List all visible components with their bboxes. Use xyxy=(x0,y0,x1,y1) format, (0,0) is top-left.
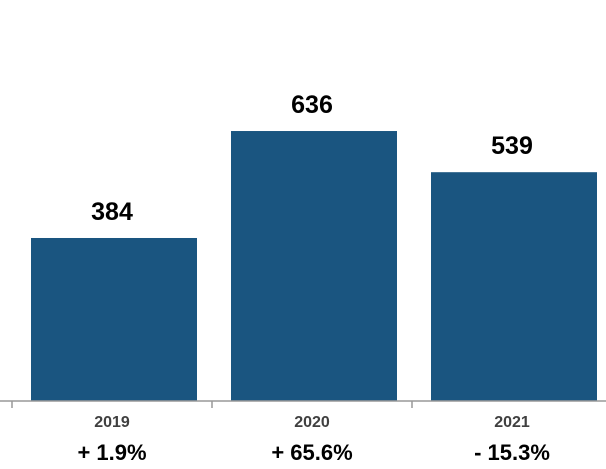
change-label-2021: - 15.3% xyxy=(474,440,550,465)
labels-group: 384 2019 + 1.9% 636 2020 + 65.6% 539 2021 - 15.3… xyxy=(77,91,549,465)
category-label-2021: 2021 xyxy=(494,414,530,431)
value-label-2021: 539 xyxy=(491,132,533,160)
value-label-2020: 636 xyxy=(291,91,333,119)
category-label-2020: 2020 xyxy=(294,414,330,431)
category-label-2019: 2019 xyxy=(94,414,130,431)
value-label-2019: 384 xyxy=(91,198,133,226)
x-axis-ticks xyxy=(11,401,413,408)
change-label-2020: + 65.6% xyxy=(271,440,352,465)
bars-group xyxy=(31,131,597,401)
bar-2020 xyxy=(231,131,397,401)
bar-2021 xyxy=(431,172,597,401)
change-label-2019: + 1.9% xyxy=(77,440,146,465)
bar-2019 xyxy=(31,237,197,401)
